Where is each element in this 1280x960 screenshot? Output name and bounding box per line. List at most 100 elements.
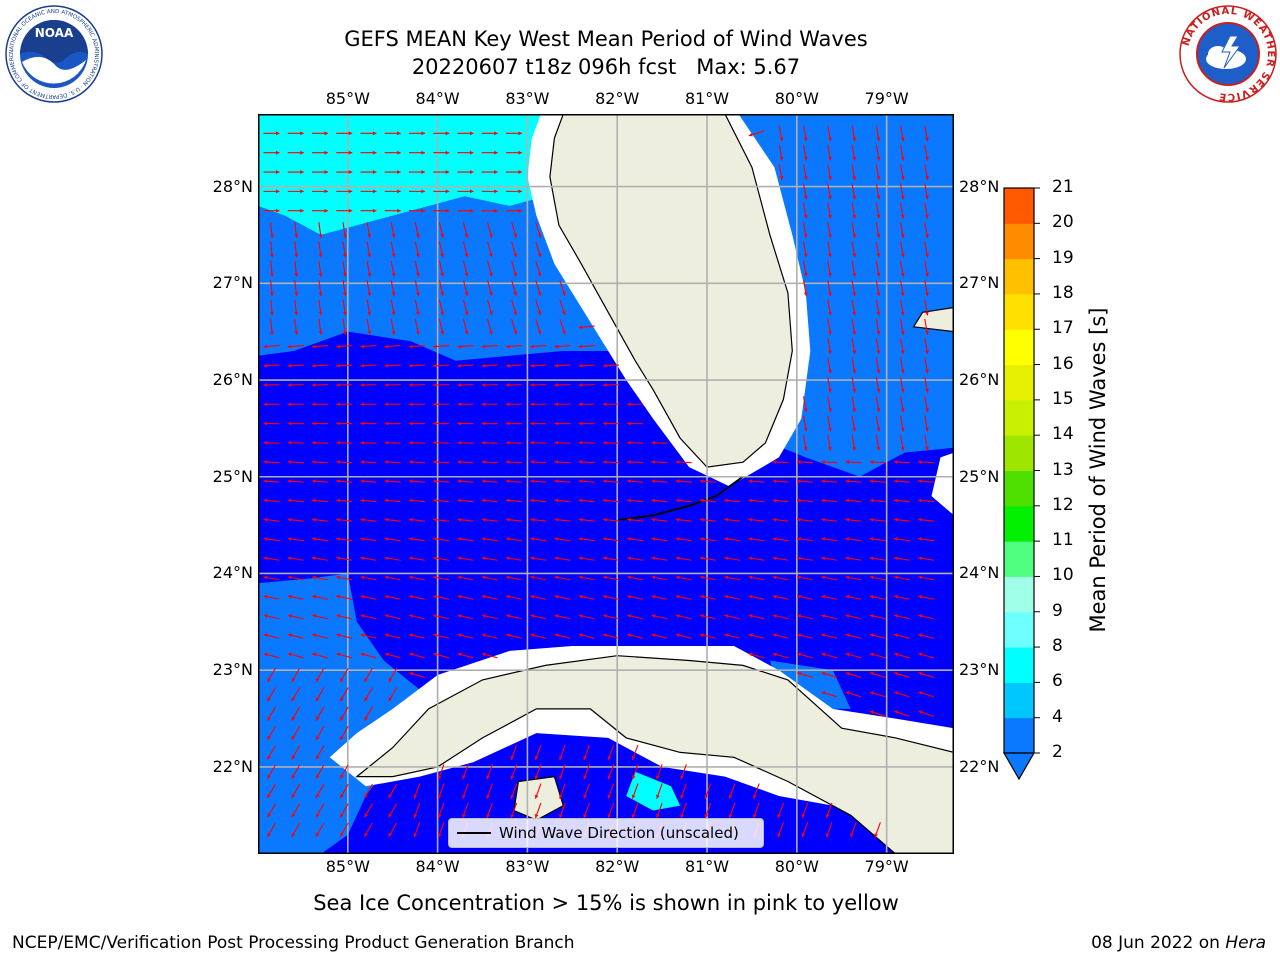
direction-arrow <box>384 460 401 464</box>
direction-arrow <box>899 376 905 393</box>
direction-arrow <box>559 744 566 761</box>
direction-arrow <box>311 537 328 542</box>
direction-arrow <box>627 402 644 407</box>
direction-arrow <box>511 241 518 258</box>
arrow-head <box>925 176 929 180</box>
arrow-head <box>603 633 608 638</box>
direction-arrow <box>457 460 474 464</box>
sea-ice-note: Sea Ice Concentration > 15% is shown in … <box>313 891 899 915</box>
direction-arrow <box>287 131 304 136</box>
direction-arrow <box>263 652 280 659</box>
direction-arrow <box>559 783 566 799</box>
direction-arrow <box>554 383 571 387</box>
arrow-head <box>481 594 486 599</box>
direction-arrow <box>535 299 542 316</box>
arrow-head <box>360 652 365 657</box>
direction-arrow <box>875 299 881 316</box>
arrow-head <box>918 479 922 484</box>
arrow-head <box>291 716 296 721</box>
colorbar-segment <box>1004 399 1034 436</box>
arrow-head <box>489 253 493 258</box>
arrow-head <box>287 614 292 618</box>
arrow-head <box>505 363 510 368</box>
arrow-head <box>797 671 802 676</box>
arrow-head <box>821 652 826 657</box>
direction-arrow <box>772 537 789 542</box>
arrow-head <box>300 170 304 174</box>
arrow-head <box>481 575 486 580</box>
direction-arrow <box>851 280 857 297</box>
arrow-head <box>748 537 753 541</box>
arrow-head <box>675 460 680 464</box>
direction-arrow <box>899 338 905 355</box>
arrow-head <box>845 633 850 638</box>
direction-arrow <box>291 822 301 838</box>
direction-arrow <box>263 479 280 484</box>
arrow-head <box>607 794 612 799</box>
arrow-head <box>530 575 535 580</box>
direction-arrow <box>315 687 325 702</box>
lat-label-left: 22°N <box>212 756 253 776</box>
direction-arrow <box>384 421 401 426</box>
direction-arrow <box>675 479 692 484</box>
direction-arrow <box>802 260 808 277</box>
direction-arrow <box>408 363 425 368</box>
direction-arrow <box>311 479 328 484</box>
direction-arrow <box>384 344 401 349</box>
direction-arrow <box>918 691 934 698</box>
arrow-head <box>748 633 753 638</box>
arrow-head <box>457 363 462 368</box>
arrow-head <box>627 633 632 638</box>
arrow-head <box>893 460 898 464</box>
direction-arrow <box>457 131 474 136</box>
direction-arrow <box>287 479 304 484</box>
arrow-head <box>311 383 316 387</box>
direction-arrow <box>457 421 474 426</box>
direction-arrow <box>287 614 304 620</box>
arrow-head <box>894 652 899 657</box>
direction-arrow <box>748 537 765 542</box>
direction-arrow <box>796 537 813 542</box>
arrow-head <box>607 775 612 780</box>
arrow-head <box>421 131 425 136</box>
direction-arrow <box>796 460 813 464</box>
lat-label-left: 24°N <box>212 563 253 583</box>
arrow-head <box>340 697 344 702</box>
direction-arrow <box>602 479 619 484</box>
arrow-head <box>433 440 437 445</box>
arrow-head <box>894 614 898 618</box>
direction-arrow <box>578 614 595 620</box>
direction-arrow <box>287 150 304 155</box>
direction-arrow <box>554 537 571 542</box>
arrow-head <box>925 156 929 161</box>
direction-arrow <box>851 415 857 432</box>
direction-arrow <box>675 633 692 639</box>
arrow-head <box>267 755 271 760</box>
arrow-head <box>845 537 850 541</box>
arrow-head <box>263 363 268 368</box>
direction-arrow <box>851 434 857 451</box>
arrow-head <box>391 292 396 296</box>
direction-arrow <box>433 633 450 639</box>
arrow-head <box>530 594 535 599</box>
arrow-head <box>850 833 854 838</box>
arrow-head <box>777 814 781 818</box>
direction-arrow <box>360 460 377 464</box>
arrow-head <box>869 460 874 464</box>
arrow-head <box>336 344 340 349</box>
direction-arrow <box>360 614 377 620</box>
arrow-head <box>869 498 874 503</box>
arrow-head <box>825 833 830 838</box>
direction-arrow <box>827 318 832 335</box>
direction-arrow <box>875 241 881 258</box>
direction-arrow <box>893 517 910 522</box>
arrow-head <box>554 344 559 349</box>
colorbar-tick-label: 14 <box>1052 424 1074 445</box>
arrow-head <box>445 131 450 136</box>
arrow-head <box>869 614 874 618</box>
direction-arrow <box>505 460 522 464</box>
direction-arrow <box>511 318 518 335</box>
direction-arrow <box>821 652 838 659</box>
colorbar-tick-label: 15 <box>1052 388 1074 409</box>
direction-arrow <box>505 131 522 136</box>
